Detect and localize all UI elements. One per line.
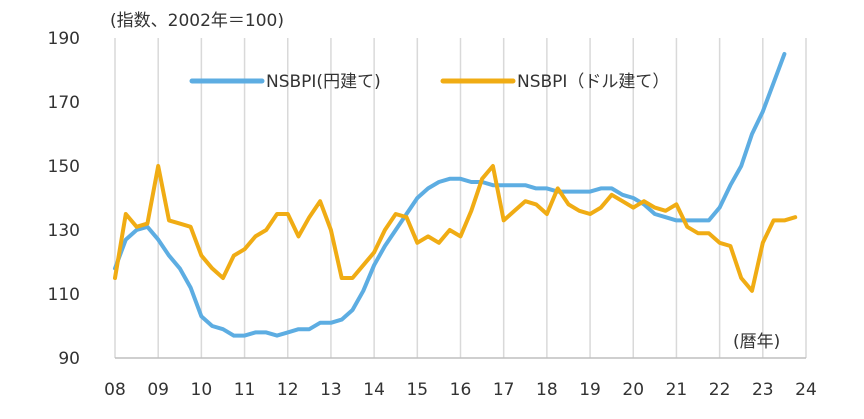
- x-axis-label: (暦年): [733, 332, 780, 352]
- legend-label-dollar: NSBPI（ドル建て）: [517, 72, 669, 92]
- y-tick-label: 150: [48, 157, 80, 177]
- y-tick-label: 170: [48, 93, 80, 113]
- x-tick-label: 17: [493, 380, 515, 400]
- x-tick-label: 12: [277, 380, 299, 400]
- series-line-1: [113, 164, 798, 293]
- x-tick-label: 19: [579, 380, 601, 400]
- series-lines: [113, 52, 798, 338]
- x-tick-label: 24: [795, 380, 817, 400]
- x-tick-label: 23: [752, 380, 774, 400]
- x-tick-label: 10: [191, 380, 213, 400]
- vertical-gridlines: [114, 38, 807, 358]
- y-tick-label: 130: [48, 221, 80, 241]
- x-tick-label: 21: [666, 380, 688, 400]
- x-tick-label: 22: [709, 380, 731, 400]
- x-tick-label: 11: [234, 380, 256, 400]
- x-tick-label: 18: [536, 380, 558, 400]
- y-tick-label: 190: [48, 29, 80, 49]
- y-tick-labels: 90 110 130 150 170 190: [48, 29, 80, 369]
- x-tick-label: 16: [450, 380, 472, 400]
- y-tick-label: 110: [48, 285, 80, 305]
- x-tick-label: 08: [104, 380, 126, 400]
- series-line-0: [113, 52, 787, 338]
- legend: NSBPI(円建て) NSBPI（ドル建て）: [189, 72, 669, 92]
- y-tick-label: 90: [58, 349, 80, 369]
- x-tick-label: 14: [363, 380, 385, 400]
- x-tick-label: 09: [147, 380, 169, 400]
- x-tick-labels: 08 09 10 11 12 13 14 15 16 17 18 19 20 21 22 23 24: [104, 380, 817, 400]
- x-tick-label: 15: [406, 380, 428, 400]
- y-axis-label: (指数、2002年＝100): [110, 11, 284, 31]
- x-tick-label: 13: [320, 380, 342, 400]
- legend-label-yen: NSBPI(円建て): [266, 72, 381, 92]
- x-tick-label: 20: [622, 380, 644, 400]
